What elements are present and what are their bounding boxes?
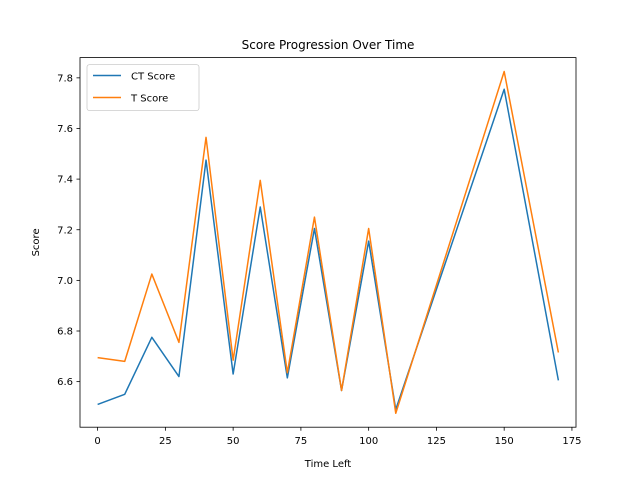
legend: CT Score T Score [86,64,200,111]
x-axis-label: Time Left [304,459,352,470]
x-tick-label: 175 [562,436,581,447]
plot-frame [79,57,577,428]
y-tick-label: 6.8 [57,327,73,338]
x-tick-label: 100 [359,436,378,447]
x-tick-label: 25 [159,436,172,447]
series-lines [97,70,560,415]
x-tick-label: 0 [94,436,100,447]
y-tick-label: 7.8 [57,73,73,84]
legend-label-ct: CT Score [131,72,175,83]
legend-label-t: T Score [130,94,168,105]
y-tick-label: 7.0 [57,276,73,287]
series-line-t-score [97,70,560,415]
x-tick-label: 125 [427,436,446,447]
x-tick-label: 75 [295,436,308,447]
y-axis-ticks: 6.6 6.8 7.0 7.2 7.4 7.6 7.8 [57,73,80,388]
x-axis-ticks: 0 25 50 75 100 125 150 175 [94,427,581,447]
x-tick-label: 50 [227,436,240,447]
x-tick-label: 150 [495,436,514,447]
y-axis-label: Score [31,228,42,256]
chart-title: Score Progression Over Time [242,38,415,52]
y-tick-label: 7.2 [57,225,73,236]
y-tick-label: 7.6 [57,124,73,135]
y-tick-label: 7.4 [57,175,73,186]
y-tick-label: 6.6 [57,377,73,388]
